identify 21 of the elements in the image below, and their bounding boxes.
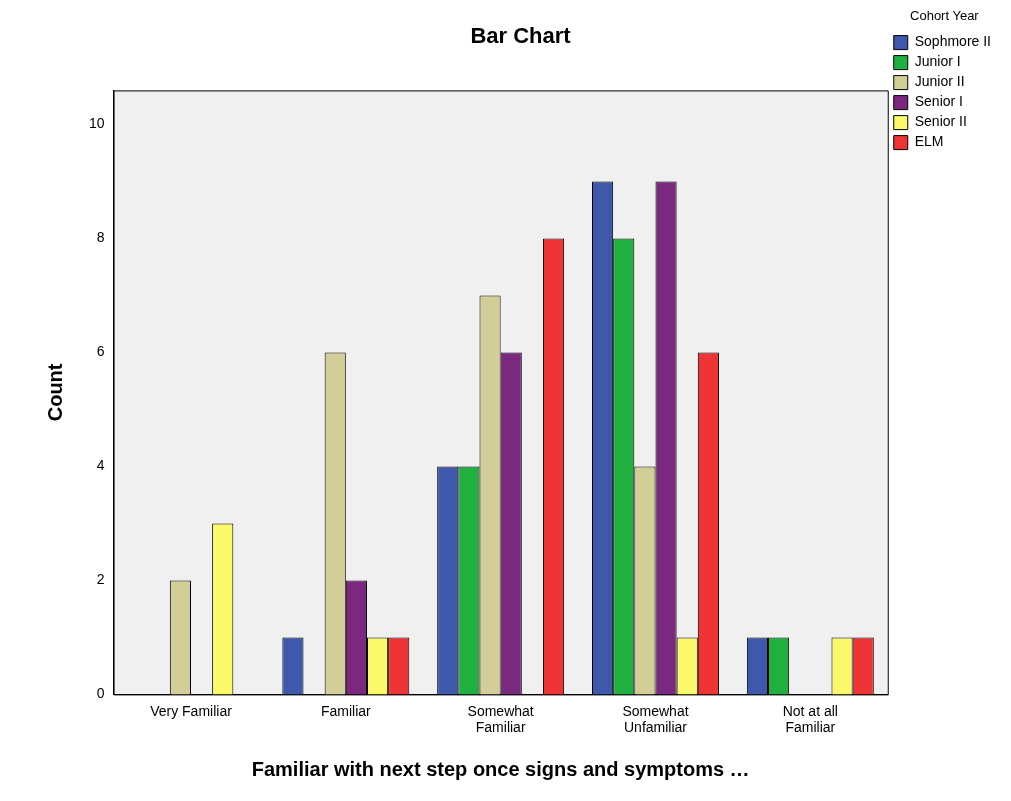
y-tick-label: 4 [96, 457, 105, 474]
legend-label: Senior I [914, 93, 963, 110]
x-tick-label: Not at all Familiar [782, 702, 838, 736]
legend-label: Junior II [914, 73, 965, 90]
x-tick-label: Very Familiar [150, 702, 233, 719]
legend-title: Cohort Year [910, 8, 980, 24]
y-tick-label: 2 [96, 571, 105, 588]
legend-label: ELM [914, 133, 944, 150]
legend-label: Junior I [914, 53, 961, 70]
y-tick-label: 0 [96, 685, 105, 702]
x-axis-title: Familiar with next step once signs and symptoms … [251, 757, 750, 780]
y-tick-label: 8 [96, 229, 105, 246]
y-axis-title: Count [43, 363, 66, 422]
y-tick-label: 10 [88, 115, 105, 132]
x-tick-label: Somewhat Familiar [467, 702, 534, 736]
chart-title: Bar Chart [470, 23, 572, 49]
x-tick-label: Somewhat Unfamiliar [622, 702, 689, 736]
y-tick-label: 6 [96, 343, 105, 360]
x-tick-label: Familiar [320, 702, 372, 719]
legend-label: Senior II [914, 113, 967, 130]
legend-label: Sophmore II [914, 33, 991, 50]
